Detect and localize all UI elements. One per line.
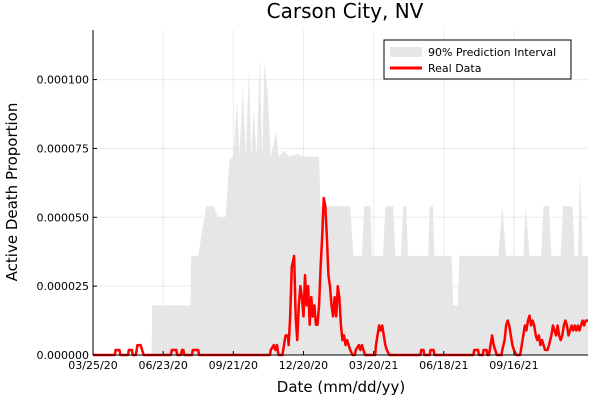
y-tick-label: 0.000100 bbox=[37, 74, 90, 87]
legend-label-band: 90% Prediction Interval bbox=[428, 46, 556, 59]
y-tick-labels: 0.000000 0.000025 0.000050 0.000075 0.000100 bbox=[37, 74, 90, 362]
chart-title: Carson City, NV bbox=[267, 0, 424, 23]
x-tick-label: 09/21/20 bbox=[209, 359, 258, 372]
y-tick-label: 0.000050 bbox=[37, 211, 90, 224]
x-tick-label: 03/20/21 bbox=[349, 359, 398, 372]
y-tick-label: 0.000000 bbox=[37, 349, 90, 362]
x-tick-label: 12/20/20 bbox=[279, 359, 328, 372]
x-tick-label: 06/18/21 bbox=[419, 359, 468, 372]
x-tick-labels: 03/25/20 06/23/20 09/21/20 12/20/20 03/20/21… bbox=[68, 359, 538, 372]
y-axis-label: Active Death Proportion bbox=[3, 103, 21, 282]
x-tick-label: 06/23/20 bbox=[138, 359, 187, 372]
legend-box bbox=[383, 39, 572, 80]
axes bbox=[92, 30, 588, 356]
x-axis-label: Date (mm/dd/yy) bbox=[277, 378, 405, 396]
x-tick-label: 09/16/21 bbox=[489, 359, 538, 372]
legend: 90% Prediction Interval Real Data bbox=[383, 39, 572, 80]
x-tick-label: 03/25/20 bbox=[68, 359, 117, 372]
legend-swatch-band bbox=[390, 47, 422, 57]
prediction-interval-area bbox=[93, 57, 588, 356]
y-tick-label: 0.000075 bbox=[37, 142, 90, 155]
prediction-interval-band bbox=[93, 57, 588, 356]
y-tick-label: 0.000025 bbox=[37, 280, 90, 293]
legend-label-line: Real Data bbox=[428, 62, 481, 75]
